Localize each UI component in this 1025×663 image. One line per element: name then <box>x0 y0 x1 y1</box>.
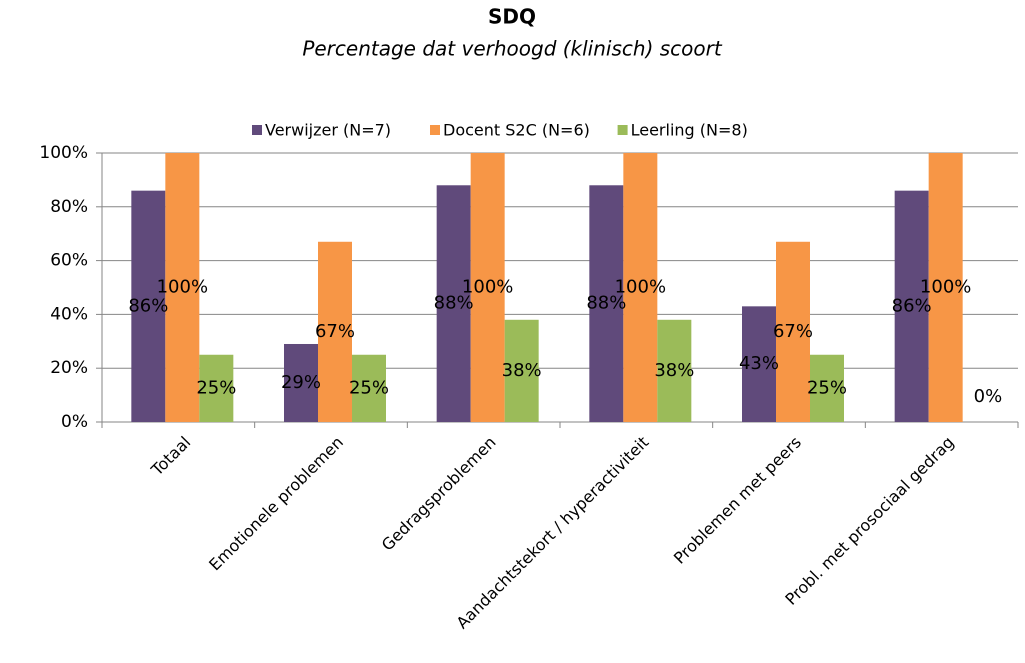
value-label: 88% <box>434 293 474 314</box>
bar <box>436 185 471 422</box>
value-label: 67% <box>315 321 355 342</box>
value-label: 25% <box>349 377 389 398</box>
y-tick-label: 60% <box>50 251 88 271</box>
bar <box>810 354 844 422</box>
value-label: 0% <box>974 386 1003 407</box>
value-label: 100% <box>462 277 513 298</box>
bar <box>776 241 810 422</box>
chart-title: SDQ <box>488 5 536 29</box>
chart-subtitle: Percentage dat verhoogd (klinisch) scoor… <box>302 37 723 61</box>
x-tick-label: Probl. met prosociaal gedrag <box>781 433 957 609</box>
legend-label: Verwijzer (N=7) <box>265 121 391 140</box>
value-label: 29% <box>281 372 321 393</box>
y-tick-label: 20% <box>50 358 88 378</box>
x-tick-label: Gedragsproblemen <box>378 433 500 555</box>
value-label: 88% <box>586 293 626 314</box>
y-tick-label: 40% <box>50 304 88 324</box>
bar <box>623 153 658 422</box>
bar <box>657 319 692 422</box>
legend-swatch <box>617 125 628 135</box>
value-label: 86% <box>128 295 168 316</box>
bar <box>894 190 929 422</box>
value-label: 25% <box>807 377 847 398</box>
x-tick-label: Emotionele problemen <box>205 433 347 575</box>
legend-swatch <box>430 125 440 135</box>
legend-label: Leerling (N=8) <box>631 121 748 140</box>
legend-label: Docent S2C (N=6) <box>443 121 590 140</box>
legend-swatch <box>252 125 262 135</box>
x-tick-group: Emotionele problemen <box>205 433 347 575</box>
bar <box>470 153 505 422</box>
bar <box>742 306 776 422</box>
bar <box>284 343 318 422</box>
bar <box>504 319 539 422</box>
bar <box>318 241 352 422</box>
value-label: 25% <box>196 377 236 398</box>
bar <box>928 153 963 422</box>
y-tick-label: 80% <box>50 197 88 217</box>
bar <box>131 190 166 422</box>
bar <box>589 185 624 422</box>
x-tick-group: Gedragsproblemen <box>378 433 500 555</box>
x-tick-group: Probl. met prosociaal gedrag <box>781 433 957 609</box>
bar <box>352 354 386 422</box>
bar <box>199 354 234 422</box>
value-label: 43% <box>739 353 779 374</box>
value-label: 100% <box>920 277 971 298</box>
x-tick-label: Totaal <box>147 433 194 480</box>
x-tick-group: Totaal <box>147 433 194 480</box>
x-tick-label: Problemen met peers <box>670 433 805 568</box>
value-label: 38% <box>654 360 694 381</box>
value-label: 100% <box>615 277 666 298</box>
x-tick-group: Problemen met peers <box>670 433 805 568</box>
value-label: 86% <box>892 295 932 316</box>
value-label: 67% <box>773 321 813 342</box>
value-label: 100% <box>157 277 208 298</box>
y-tick-label: 100% <box>39 143 88 163</box>
y-tick-label: 0% <box>61 412 88 432</box>
value-label: 38% <box>502 360 542 381</box>
bar <box>165 153 200 422</box>
